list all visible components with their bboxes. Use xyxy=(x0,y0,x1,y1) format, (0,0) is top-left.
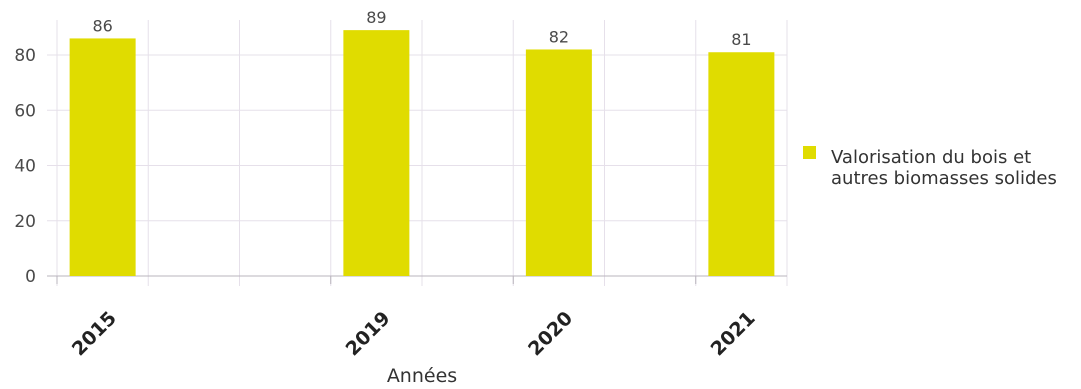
bar[interactable] xyxy=(708,52,775,276)
grid xyxy=(47,20,788,286)
legend-label-line-1: Valorisation du bois et xyxy=(831,147,1031,168)
y-tick-label: 40 xyxy=(14,157,36,177)
data-label: 86 xyxy=(92,16,112,35)
y-tick-label: 80 xyxy=(14,46,36,66)
legend-swatch xyxy=(803,146,816,159)
x-axis: 2015 2019 2020 2021 xyxy=(56,276,760,360)
y-tick-label: 20 xyxy=(14,212,36,232)
y-axis: 0 20 40 60 80 xyxy=(14,46,36,287)
bar[interactable] xyxy=(343,30,410,277)
data-label: 82 xyxy=(549,27,569,46)
x-tick-label: 2019 xyxy=(342,307,395,360)
bar[interactable] xyxy=(525,49,592,276)
data-label: 81 xyxy=(731,30,751,49)
legend: Valorisation du bois et autres biomasses… xyxy=(803,146,1057,189)
data-labels: 86 89 82 81 xyxy=(92,8,751,49)
legend-label: Valorisation du bois et autres biomasses… xyxy=(831,147,1057,189)
data-label: 89 xyxy=(366,8,386,27)
x-axis-title: Années xyxy=(387,365,457,387)
legend-label-line-2: autres biomasses solides xyxy=(831,168,1057,189)
y-tick-label: 60 xyxy=(14,101,36,121)
bar[interactable] xyxy=(69,38,136,276)
x-tick-label: 2021 xyxy=(707,307,760,360)
bar-series xyxy=(69,30,775,277)
x-tick-label: 2015 xyxy=(68,307,121,360)
x-tick-label: 2020 xyxy=(524,307,577,360)
y-tick-label: 0 xyxy=(25,267,36,287)
